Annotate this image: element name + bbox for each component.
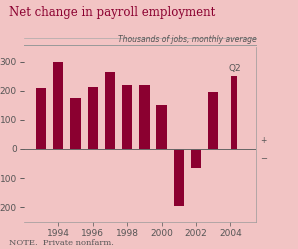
- Text: Q2: Q2: [229, 64, 241, 73]
- Text: −: −: [260, 154, 267, 163]
- Text: +: +: [260, 136, 266, 145]
- Text: NOTE.  Private nonfarm.: NOTE. Private nonfarm.: [9, 239, 114, 247]
- Bar: [88, 87, 98, 149]
- Bar: [122, 85, 132, 149]
- Bar: [191, 149, 201, 168]
- Bar: [208, 92, 218, 149]
- Bar: [105, 72, 115, 149]
- Bar: [70, 98, 81, 149]
- Bar: [53, 62, 63, 149]
- Bar: [231, 76, 237, 149]
- Text: Thousands of jobs, monthly average: Thousands of jobs, monthly average: [117, 35, 256, 44]
- Bar: [174, 149, 184, 206]
- Bar: [156, 105, 167, 149]
- Bar: [36, 88, 46, 149]
- Text: Net change in payroll employment: Net change in payroll employment: [9, 6, 215, 19]
- Bar: [139, 85, 150, 149]
